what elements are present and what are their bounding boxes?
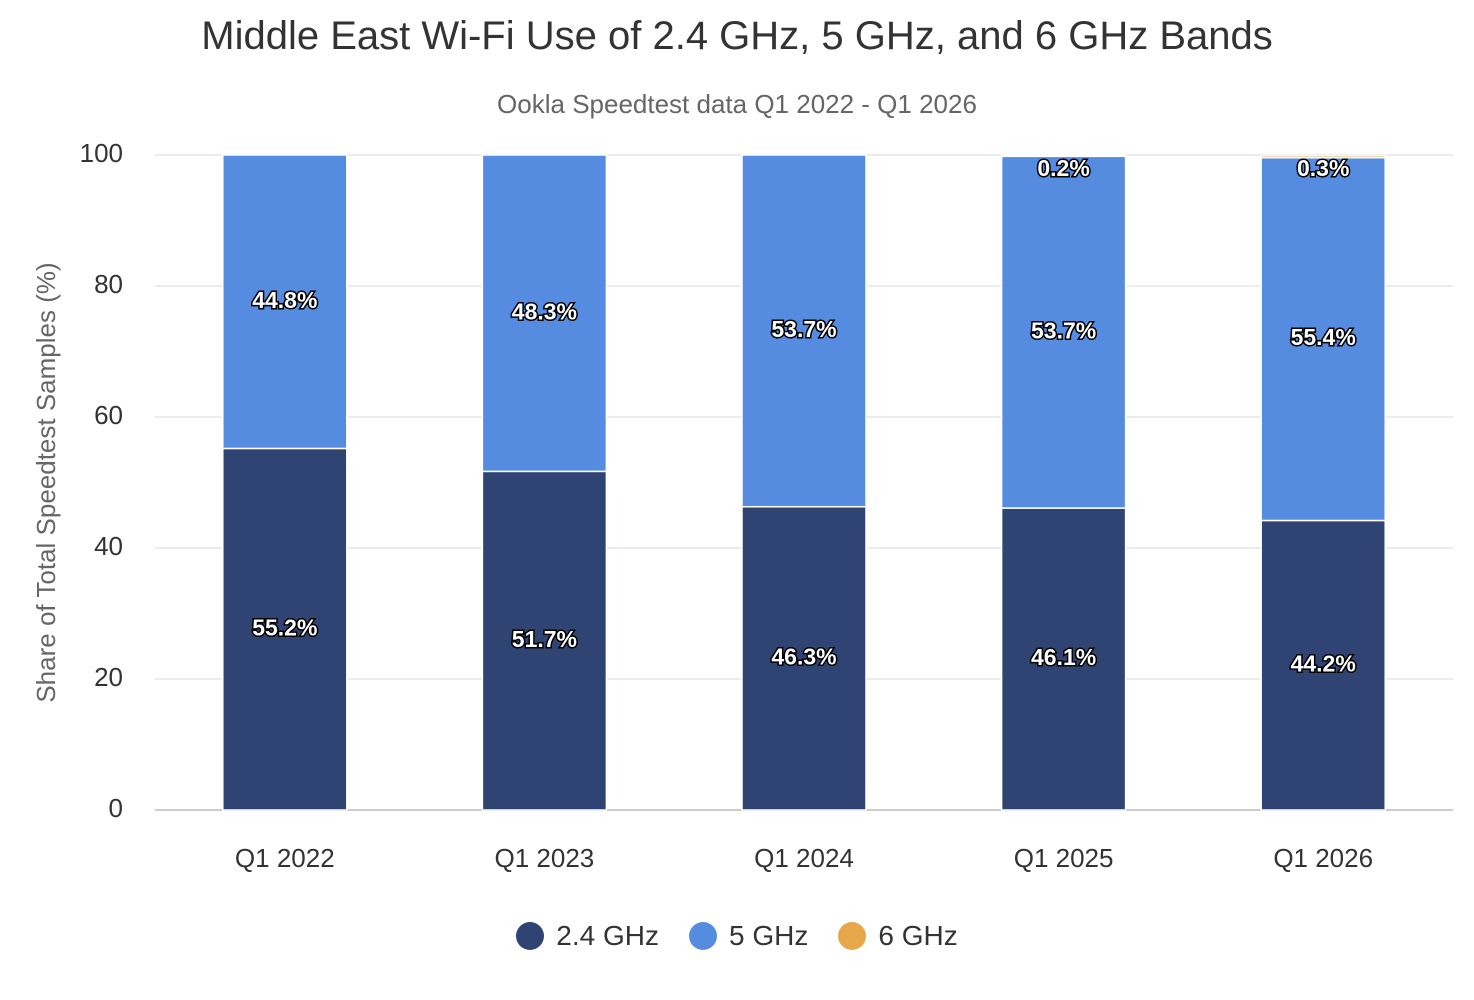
data-label: 51.7% xyxy=(512,626,577,652)
y-tick-label: 20 xyxy=(94,662,123,692)
legend-label: 6 GHz xyxy=(878,920,958,951)
x-tick-label: Q1 2026 xyxy=(1273,843,1373,873)
data-label: 44.2% xyxy=(1291,650,1356,676)
legend-swatch xyxy=(688,922,717,950)
y-tick-label: 80 xyxy=(94,269,123,299)
x-tick-label: Q1 2023 xyxy=(495,843,595,873)
data-label: 55.2% xyxy=(252,614,317,640)
bar-6-ghz xyxy=(1000,154,1127,158)
chart-title: Middle East Wi-Fi Use of 2.4 GHz, 5 GHz,… xyxy=(201,14,1273,58)
chart-subtitle: Ookla Speedtest data Q1 2022 - Q1 2026 xyxy=(497,89,977,119)
x-tick-label: Q1 2024 xyxy=(754,843,854,873)
bar-5-ghz xyxy=(741,154,867,508)
legend-item[interactable]: 5 GHz xyxy=(688,920,809,952)
legend: 2.4 GHz 5 GHz 6 GHz xyxy=(0,920,1474,952)
bar-2-4-ghz xyxy=(741,505,867,811)
legend-label: 5 GHz xyxy=(728,920,809,951)
data-label: 53.7% xyxy=(771,316,836,342)
bar-5-ghz xyxy=(222,154,348,450)
bar-2-4-ghz xyxy=(222,447,348,811)
legend-label: 2.4 GHz xyxy=(556,920,659,951)
y-tick-label: 0 xyxy=(109,793,123,823)
y-axis-label: Share of Total Speedtest Samples (%) xyxy=(31,262,61,702)
y-tick-label: 40 xyxy=(94,531,123,561)
data-label: 48.3% xyxy=(512,298,577,324)
data-label: 44.8% xyxy=(252,287,317,313)
y-tick-label: 60 xyxy=(94,400,123,430)
data-label: 46.3% xyxy=(771,643,836,669)
x-tick-label: Q1 2025 xyxy=(1014,843,1114,873)
legend-item[interactable]: 2.4 GHz xyxy=(516,920,659,952)
bar-5-ghz xyxy=(481,154,608,473)
x-tick-label: Q1 2022 xyxy=(235,843,335,873)
data-label: 46.1% xyxy=(1031,644,1096,670)
legend-swatch xyxy=(838,922,867,950)
y-tick-label: 100 xyxy=(80,138,123,168)
bar-2-4-ghz xyxy=(1260,519,1386,811)
bar-5-ghz xyxy=(1260,156,1386,522)
data-label: 53.7% xyxy=(1031,317,1096,343)
bar-6-ghz xyxy=(1260,154,1386,159)
legend-swatch xyxy=(516,922,545,950)
bar-5-ghz xyxy=(1000,155,1127,509)
data-label: 55.4% xyxy=(1291,324,1356,350)
legend-item[interactable]: 6 GHz xyxy=(838,920,958,952)
data-label: 0.3% xyxy=(1297,155,1349,181)
bar-2-4-ghz xyxy=(1000,507,1127,811)
data-label: 0.2% xyxy=(1037,155,1089,181)
